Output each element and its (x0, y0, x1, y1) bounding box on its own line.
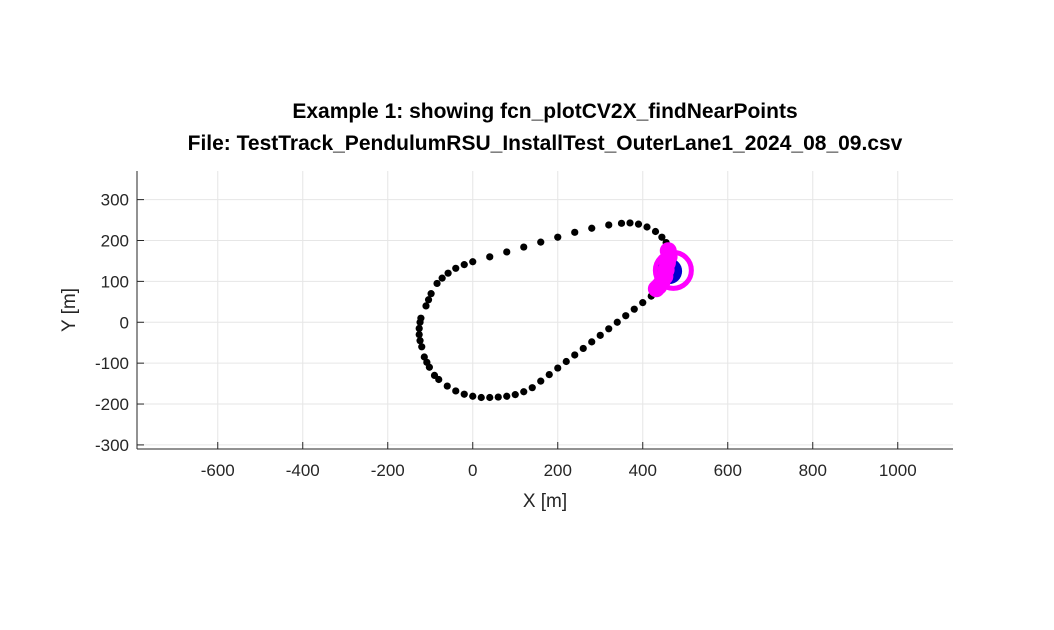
data-point (571, 351, 579, 359)
data-point (596, 331, 604, 339)
data-point (438, 274, 446, 282)
data-point (430, 371, 439, 380)
data-point (554, 364, 562, 372)
data-point (415, 330, 423, 339)
data-point (444, 269, 452, 277)
data-point (433, 279, 441, 288)
data-point (639, 299, 647, 307)
x-tick-label: 600 (714, 461, 742, 480)
y-tick-label: 200 (101, 232, 129, 251)
data-point (651, 227, 660, 236)
data-point (617, 219, 626, 227)
data-point (443, 382, 451, 390)
data-point (415, 324, 423, 332)
chart-subtitle: File: TestTrack_PendulumRSU_InstallTest_… (188, 132, 903, 155)
plot-area (137, 171, 953, 449)
data-point (658, 233, 666, 241)
data-point (494, 393, 502, 401)
data-point (605, 325, 613, 333)
data-point (486, 253, 494, 261)
y-tick-label: -100 (95, 354, 129, 373)
data-point (460, 261, 468, 269)
data-point (416, 337, 424, 345)
data-point (554, 233, 562, 241)
data-point (422, 302, 430, 310)
x-tick-label: -200 (371, 461, 405, 480)
data-point (486, 393, 494, 402)
data-point (460, 390, 468, 398)
data-point (503, 248, 511, 256)
data-point (545, 370, 553, 379)
grid (137, 171, 953, 449)
y-tick-label: -200 (95, 395, 129, 414)
data-point (643, 223, 651, 231)
x-tick-label: 0 (468, 461, 477, 480)
data-markers (415, 219, 694, 402)
data-point (417, 314, 425, 322)
x-tick-label: -400 (286, 461, 320, 480)
x-tick-label: 200 (544, 461, 572, 480)
data-point (588, 224, 596, 232)
data-point (528, 384, 536, 392)
data-point (452, 264, 460, 272)
data-point (503, 392, 511, 400)
y-tick-label: 0 (120, 313, 129, 332)
data-point (420, 353, 428, 361)
axis-lines (136, 171, 953, 450)
data-point (652, 249, 694, 291)
data-point (424, 296, 433, 304)
data-point (427, 290, 435, 298)
data-point (626, 219, 634, 227)
data-point (418, 343, 426, 351)
data-point (520, 243, 528, 251)
y-axis-label: Y [m] (59, 288, 80, 332)
data-point (613, 318, 621, 326)
data-point (537, 238, 545, 246)
chart-title: Example 1: showing fcn_plotCV2X_findNear… (292, 100, 797, 123)
data-point (630, 305, 638, 313)
y-tick-label: 300 (101, 191, 129, 210)
data-point (537, 377, 545, 385)
x-axis-label: X [m] (523, 491, 567, 512)
x-tick-label: 400 (629, 461, 657, 480)
y-tick-label: 100 (101, 272, 129, 291)
data-point (511, 391, 519, 399)
ticks: -600 -400 -200 0 200 400 600 800 1000-300-200-10… (95, 191, 917, 480)
data-point (477, 393, 485, 402)
data-point (562, 357, 570, 366)
data-point (452, 387, 460, 395)
x-tick-label: 1000 (879, 461, 917, 480)
x-tick-label: -600 (201, 461, 235, 480)
data-point (634, 220, 643, 228)
y-tick-label: -300 (95, 436, 129, 455)
data-point (622, 312, 630, 320)
data-point (469, 392, 477, 400)
data-point (579, 344, 587, 353)
data-point (469, 258, 477, 266)
data-point (588, 338, 596, 346)
x-tick-label: 800 (799, 461, 827, 480)
data-point (571, 228, 579, 236)
data-point (605, 221, 613, 229)
data-point (520, 388, 528, 396)
axes: -600 -400 -200 0 200 400 600 800 1000-300-200-10… (95, 171, 953, 480)
